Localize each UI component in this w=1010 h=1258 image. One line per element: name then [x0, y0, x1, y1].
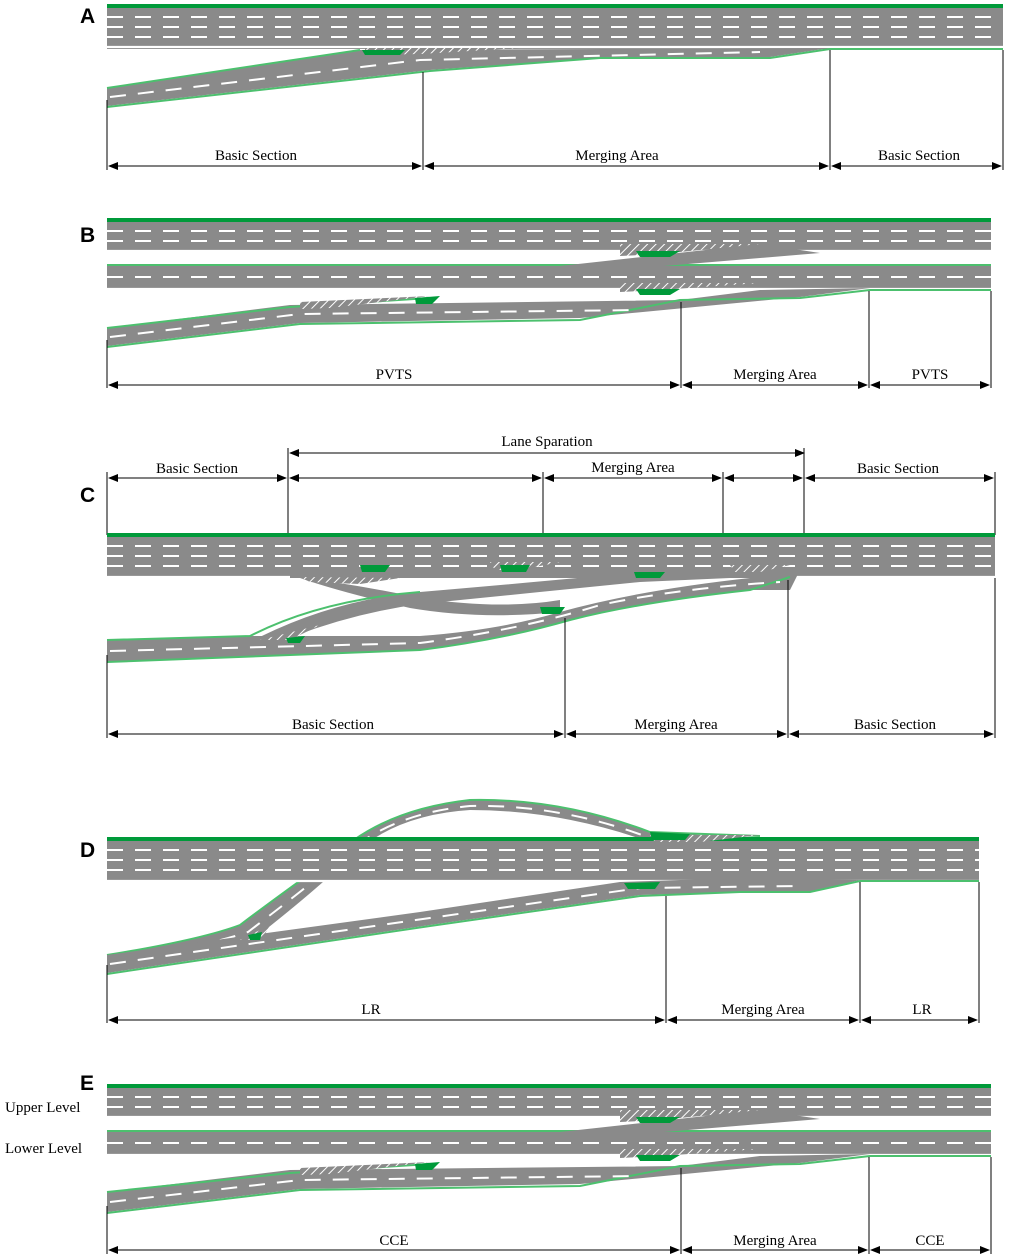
- section-label: Merging Area: [634, 717, 718, 733]
- section-label: LR: [361, 1002, 380, 1018]
- section-label: Basic Section: [156, 461, 239, 477]
- ramp-edge: [106, 591, 421, 641]
- ramp-edge: [106, 48, 1003, 108]
- gore-hatching: [260, 625, 320, 640]
- gore-median: [624, 882, 660, 889]
- mainline-road: [107, 536, 995, 578]
- section-label: Basic Section: [854, 717, 937, 733]
- gore-median: [286, 636, 305, 643]
- ramp-road: [107, 48, 830, 106]
- gore-median: [362, 50, 405, 55]
- section-label: Basic Section: [857, 461, 940, 477]
- gore-hatching: [300, 296, 430, 309]
- panel-b: B PVTS Merging Area PVTS: [80, 218, 992, 389]
- gore-hatching: [300, 577, 400, 584]
- section-label: LR: [912, 1002, 931, 1018]
- gore-median: [636, 1155, 680, 1161]
- connector-road: [560, 244, 820, 268]
- gore-median: [650, 832, 690, 840]
- gore-median: [360, 565, 390, 572]
- section-label: PVTS: [912, 367, 949, 383]
- gore-median: [636, 251, 680, 257]
- panel-c: C Lane Sparation Basic Section Merging A…: [80, 434, 996, 738]
- ramp-marking: [109, 51, 761, 98]
- section-label: Merging Area: [733, 1233, 817, 1249]
- ramp-road: [107, 1154, 870, 1212]
- lower-mainline-road: [107, 265, 991, 290]
- ramp-road: [107, 878, 860, 973]
- section-label: Basic Section: [215, 148, 298, 164]
- ramp-road: [107, 570, 800, 662]
- upper-level-label: Upper Level: [5, 1100, 80, 1116]
- section-label: Lane Sparation: [501, 434, 593, 450]
- ramp-edge: [106, 1155, 991, 1214]
- panel-e: E Upper Level Lower Level CCE Merging Ar…: [5, 1072, 992, 1254]
- panel-letter-d: D: [80, 839, 95, 862]
- ramp-edge: [106, 289, 991, 348]
- section-label: Merging Area: [591, 460, 675, 476]
- upper-mainline-road: [107, 1087, 991, 1118]
- section-label: Merging Area: [733, 367, 817, 383]
- panel-letter-a: A: [80, 5, 95, 28]
- section-label: Merging Area: [721, 1002, 805, 1018]
- gore-hatching: [300, 1162, 430, 1175]
- section-label: Basic Section: [878, 148, 961, 164]
- ramp-road: [107, 288, 870, 346]
- panel-d: D LR Merging Area LR: [80, 798, 980, 1024]
- gore-hatching: [365, 48, 520, 55]
- panel-letter-e: E: [80, 1072, 94, 1095]
- ramp-marking: [109, 309, 641, 338]
- gore-hatching: [240, 925, 270, 940]
- panel-letter-b: B: [80, 224, 95, 247]
- gore-median: [636, 289, 680, 295]
- separation-road: [290, 576, 560, 616]
- section-label: Basic Section: [292, 717, 375, 733]
- gore-median: [634, 572, 665, 578]
- ramp-marking: [109, 885, 801, 965]
- gore-hatching: [730, 565, 790, 572]
- gore-median: [636, 1117, 680, 1123]
- ramp-marking: [109, 1175, 641, 1203]
- section-label: CCE: [379, 1233, 408, 1249]
- connector-road: [560, 1110, 820, 1134]
- gore-median: [500, 565, 530, 572]
- panel-letter-c: C: [80, 484, 95, 507]
- lower-mainline-road: [107, 1131, 991, 1156]
- upper-mainline-road: [107, 221, 991, 252]
- gore-median: [415, 1162, 440, 1170]
- ramp-edge: [106, 880, 979, 975]
- ramp-edge: [106, 576, 791, 663]
- crossing-ramp-road: [250, 568, 730, 648]
- lower-level-label: Lower Level: [5, 1141, 82, 1157]
- gore-median: [415, 296, 440, 304]
- ramp-edge: [106, 49, 361, 89]
- panel-a: A Basic Section Merging Area Basic Secti…: [80, 4, 1004, 170]
- section-label: PVTS: [376, 367, 413, 383]
- section-label: CCE: [915, 1233, 944, 1249]
- section-label: Merging Area: [575, 148, 659, 164]
- gore-median: [248, 932, 262, 940]
- gore-median: [540, 607, 565, 614]
